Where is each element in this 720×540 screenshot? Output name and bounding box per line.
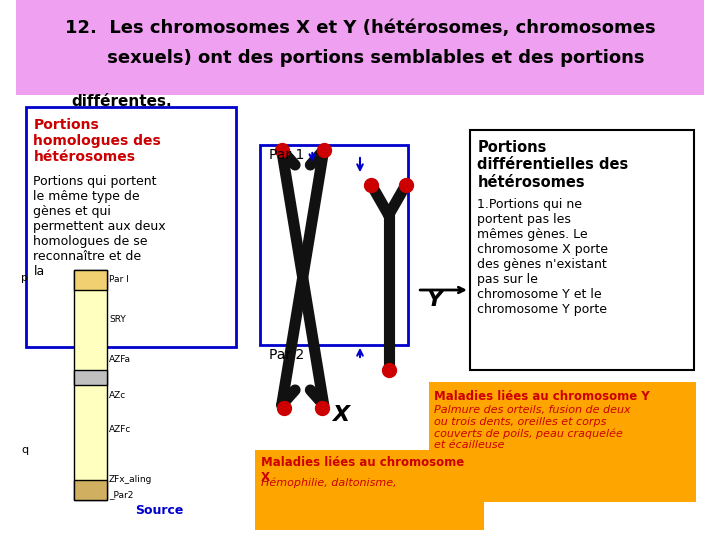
Bar: [73, 270, 107, 500]
Bar: [469, 130, 694, 370]
Text: X: X: [333, 405, 349, 425]
Text: Portions
différentielles des
hétérosomes: Portions différentielles des hétérosomes: [477, 140, 629, 190]
Bar: [260, 145, 408, 345]
Text: Maladies liées au chromosome
X: Maladies liées au chromosome X: [261, 456, 464, 484]
Bar: [73, 270, 107, 290]
Text: SRY: SRY: [109, 315, 126, 325]
Bar: [17, 0, 703, 95]
Text: 12.  Les chromosomes X et Y (hétérosomes, chromosomes: 12. Les chromosomes X et Y (hétérosomes,…: [65, 19, 655, 37]
Text: Portions
homologues des
hétérosomes: Portions homologues des hétérosomes: [34, 118, 161, 164]
Bar: [255, 450, 484, 530]
Bar: [73, 480, 107, 500]
Text: Source: Source: [135, 503, 184, 516]
Text: p: p: [21, 273, 28, 283]
Text: AZc: AZc: [109, 390, 126, 400]
Text: 1.Portions qui ne
portent pas les
mêmes gènes. Le
chromosome X porte
des gènes n: 1.Portions qui ne portent pas les mêmes …: [477, 198, 608, 316]
Text: ZFx_aling: ZFx_aling: [109, 476, 153, 484]
Text: sexuels) ont des portions semblables et des portions: sexuels) ont des portions semblables et …: [76, 49, 644, 67]
Text: Par 1: Par 1: [269, 148, 305, 162]
Text: _Par2: _Par2: [109, 490, 133, 500]
Text: AZFc: AZFc: [109, 426, 131, 435]
Text: Hémophilie, daltonisme,: Hémophilie, daltonisme,: [261, 478, 396, 489]
Text: différentes.: différentes.: [71, 94, 171, 110]
Text: Y: Y: [427, 290, 443, 310]
Bar: [73, 370, 107, 385]
Bar: [428, 382, 696, 502]
Text: q: q: [21, 445, 28, 455]
Text: Palmure des orteils, fusion de deux
ou trois dents, oreilles et corps
couverts d: Palmure des orteils, fusion de deux ou t…: [434, 405, 631, 450]
Text: AZFa: AZFa: [109, 355, 131, 364]
Text: Portions qui portent
le même type de
gènes et qui
permettent aux deux
homologues: Portions qui portent le même type de gèn…: [34, 175, 166, 278]
Text: Maladies liées au chromosome Y: Maladies liées au chromosome Y: [434, 390, 650, 403]
Text: Par I: Par I: [109, 275, 129, 285]
Bar: [26, 107, 236, 347]
Text: Par 2: Par 2: [269, 348, 305, 362]
